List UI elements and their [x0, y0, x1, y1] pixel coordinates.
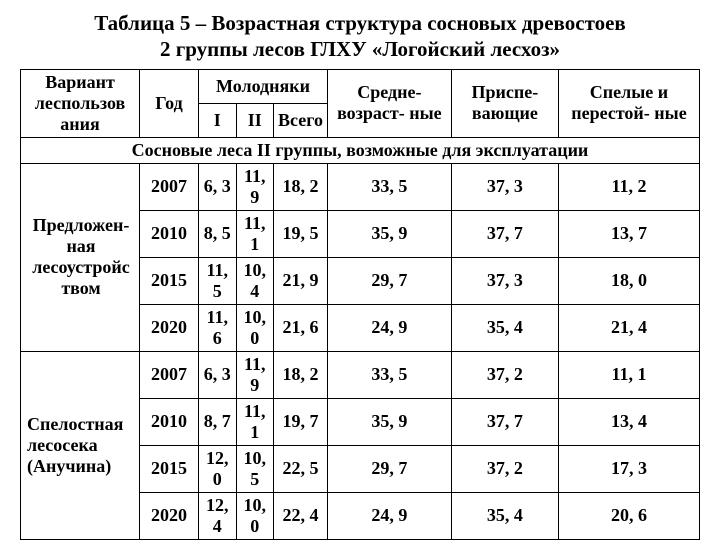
header-young-ii: II — [236, 103, 274, 137]
section-row: Сосновые леса II группы, возможные для э… — [21, 137, 700, 163]
cell-i: 11, 5 — [199, 257, 237, 304]
cell-ripening: 35, 4 — [451, 304, 558, 351]
title-line2: 2 группы лесов ГЛХУ «Логойский лесхоз» — [160, 37, 560, 61]
cell-total: 19, 7 — [274, 398, 328, 445]
title-line1: Таблица 5 – Возрастная структура сосновы… — [94, 11, 626, 35]
cell-mid: 33, 5 — [327, 351, 451, 398]
cell-year: 2020 — [140, 304, 199, 351]
cell-year: 2015 — [140, 257, 199, 304]
cell-ii: 11, 9 — [236, 351, 274, 398]
cell-year: 2015 — [140, 445, 199, 492]
cell-total: 19, 5 — [274, 210, 328, 257]
cell-ripening: 37, 7 — [451, 398, 558, 445]
cell-i: 6, 3 — [199, 351, 237, 398]
cell-i: 12, 4 — [199, 492, 237, 539]
table-row: Спелостная лесосека (Анучина) 2007 6, 3 … — [21, 351, 700, 398]
cell-ii: 10, 0 — [236, 304, 274, 351]
cell-year: 2010 — [140, 210, 199, 257]
cell-ii: 11, 1 — [236, 210, 274, 257]
cell-year: 2010 — [140, 398, 199, 445]
cell-ii: 11, 1 — [236, 398, 274, 445]
header-young: Молодняки — [199, 69, 328, 103]
cell-year: 2007 — [140, 163, 199, 210]
group-label: Спелостная лесосека (Анучина) — [21, 351, 140, 539]
cell-i: 6, 3 — [199, 163, 237, 210]
table-row: Предложен-ная лесоустройс твом 2007 6, 3… — [21, 163, 700, 210]
data-table: Вариант леспользов ания Год Молодняки Ср… — [20, 69, 700, 540]
cell-mid: 29, 7 — [327, 257, 451, 304]
cell-ripe: 21, 4 — [558, 304, 699, 351]
cell-ii: 10, 0 — [236, 492, 274, 539]
cell-i: 8, 5 — [199, 210, 237, 257]
cell-i: 11, 6 — [199, 304, 237, 351]
cell-ii: 10, 4 — [236, 257, 274, 304]
header-row-1: Вариант леспользов ания Год Молодняки Ср… — [21, 69, 700, 103]
cell-total: 21, 6 — [274, 304, 328, 351]
header-year: Год — [140, 69, 199, 137]
cell-ripe: 17, 3 — [558, 445, 699, 492]
cell-total: 22, 5 — [274, 445, 328, 492]
section-label: Сосновые леса II группы, возможные для э… — [21, 137, 700, 163]
cell-ripe: 20, 6 — [558, 492, 699, 539]
cell-total: 18, 2 — [274, 163, 328, 210]
table-title: Таблица 5 – Возрастная структура сосновы… — [20, 10, 700, 63]
cell-mid: 33, 5 — [327, 163, 451, 210]
header-young-i: I — [199, 103, 237, 137]
header-mid: Средне- возраст- ные — [327, 69, 451, 137]
cell-mid: 35, 9 — [327, 398, 451, 445]
cell-ripening: 35, 4 — [451, 492, 558, 539]
header-ripening: Приспе- вающие — [451, 69, 558, 137]
cell-ripe: 11, 1 — [558, 351, 699, 398]
group-label: Предложен-ная лесоустройс твом — [21, 163, 140, 351]
cell-ripe: 13, 7 — [558, 210, 699, 257]
cell-mid: 29, 7 — [327, 445, 451, 492]
cell-ripening: 37, 7 — [451, 210, 558, 257]
cell-total: 21, 9 — [274, 257, 328, 304]
cell-ii: 10, 5 — [236, 445, 274, 492]
cell-ripening: 37, 2 — [451, 445, 558, 492]
cell-mid: 35, 9 — [327, 210, 451, 257]
cell-mid: 24, 9 — [327, 304, 451, 351]
cell-year: 2007 — [140, 351, 199, 398]
header-ripe: Спелые и перестой- ные — [558, 69, 699, 137]
header-variant: Вариант леспользов ания — [21, 69, 140, 137]
cell-ripening: 37, 2 — [451, 351, 558, 398]
cell-year: 2020 — [140, 492, 199, 539]
cell-mid: 24, 9 — [327, 492, 451, 539]
cell-ripe: 11, 2 — [558, 163, 699, 210]
cell-i: 8, 7 — [199, 398, 237, 445]
cell-total: 18, 2 — [274, 351, 328, 398]
cell-ripe: 13, 4 — [558, 398, 699, 445]
cell-ii: 11, 9 — [236, 163, 274, 210]
cell-ripe: 18, 0 — [558, 257, 699, 304]
cell-i: 12, 0 — [199, 445, 237, 492]
header-young-total: Всего — [274, 103, 328, 137]
cell-total: 22, 4 — [274, 492, 328, 539]
cell-ripening: 37, 3 — [451, 163, 558, 210]
cell-ripening: 37, 3 — [451, 257, 558, 304]
